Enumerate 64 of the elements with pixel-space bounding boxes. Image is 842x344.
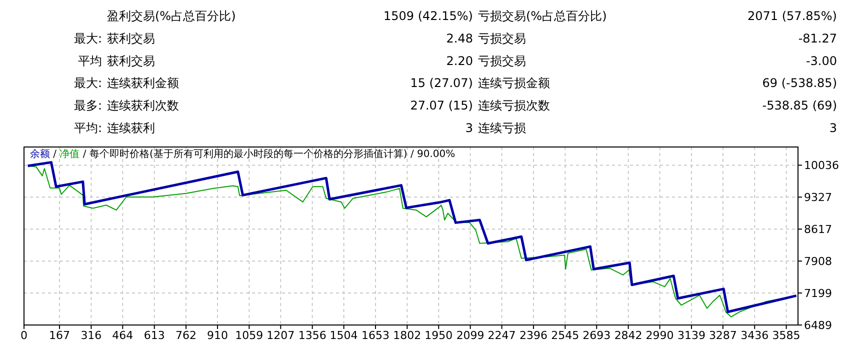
x-tick-label: 1950 [424, 329, 453, 342]
text: 亏损交易 [478, 54, 526, 68]
x-tick-label: 464 [112, 329, 134, 342]
x-tick-label: 3585 [772, 329, 800, 342]
y-tick-label: 8617 [804, 222, 832, 236]
x-tick-label: 2842 [614, 329, 642, 342]
y-tick-label: 7199 [804, 286, 832, 300]
x-tick-label: 0 [20, 329, 28, 342]
x-tick-label: 2396 [519, 329, 548, 342]
text: -81.27 [798, 31, 837, 46]
text: 3 [829, 121, 837, 135]
text: 15 (27.07) [410, 76, 473, 90]
chart-title: / 每个即时价格(基于所有可利用的最小时段的每一个价格的分形插值计算) / 90.00% [80, 148, 456, 160]
series-label: 净值 [60, 148, 80, 160]
x-tick-label: 1504 [330, 329, 358, 342]
text: 平均 [78, 54, 102, 68]
text: 连续亏损金额 [478, 76, 550, 90]
text: 亏损交易(%占总百分比) [478, 9, 607, 23]
text: 最多: [74, 98, 102, 113]
annotation: / [50, 149, 60, 160]
text: 连续获利 [107, 121, 155, 135]
series-label: 余额 [30, 148, 50, 160]
text: 3 [465, 121, 473, 135]
text: 获利交易 [107, 54, 155, 68]
y-tick-label: 10036 [804, 159, 839, 172]
x-tick-label: 613 [144, 329, 165, 342]
text: 连续亏损次数 [478, 98, 550, 113]
text: 2071 (57.85%) [748, 9, 837, 23]
text: 最大: [74, 31, 102, 46]
y-tick-label: 6489 [804, 318, 832, 332]
x-tick-label: 762 [176, 329, 197, 342]
x-tick-label: 3139 [677, 329, 706, 342]
y-tick-label: 7908 [804, 254, 832, 268]
text: 连续亏损 [478, 121, 526, 135]
x-tick-label: 2247 [488, 329, 516, 342]
text: 69 (-538.85) [762, 76, 837, 90]
y-tick-label: 9327 [804, 190, 832, 204]
x-tick-label: 1207 [266, 329, 295, 342]
x-tick-label: 910 [207, 329, 228, 342]
x-tick-label: 2099 [456, 329, 484, 342]
x-tick-label: 1653 [361, 329, 390, 342]
x-tick-label: 3287 [708, 329, 737, 342]
text: 获利交易 [107, 31, 155, 46]
x-tick-label: 2990 [646, 329, 674, 342]
x-tick-label: 3436 [740, 329, 769, 342]
text: 连续获利金额 [107, 76, 179, 90]
x-tick-label: 2693 [582, 329, 611, 342]
x-tick-label: 1802 [393, 329, 422, 342]
x-tick-label: 2545 [551, 329, 580, 342]
text: -538.85 (69) [762, 98, 837, 113]
text: -3.00 [806, 54, 837, 68]
text: 连续获利次数 [107, 98, 179, 113]
x-tick-label: 1059 [235, 329, 264, 342]
x-tick-label: 1356 [298, 329, 326, 342]
x-tick-label: 167 [49, 329, 70, 342]
text: 最大: [74, 76, 102, 90]
text: 2.48 [446, 31, 473, 46]
text: 27.07 (15) [410, 98, 473, 113]
x-tick-label: 316 [80, 329, 102, 342]
text: 2.20 [446, 54, 473, 68]
text: 盈利交易(%占总百分比) [107, 9, 236, 23]
text: 亏损交易 [478, 31, 526, 46]
text: 平均: [74, 121, 102, 135]
text: 1509 (42.15%) [384, 9, 473, 23]
